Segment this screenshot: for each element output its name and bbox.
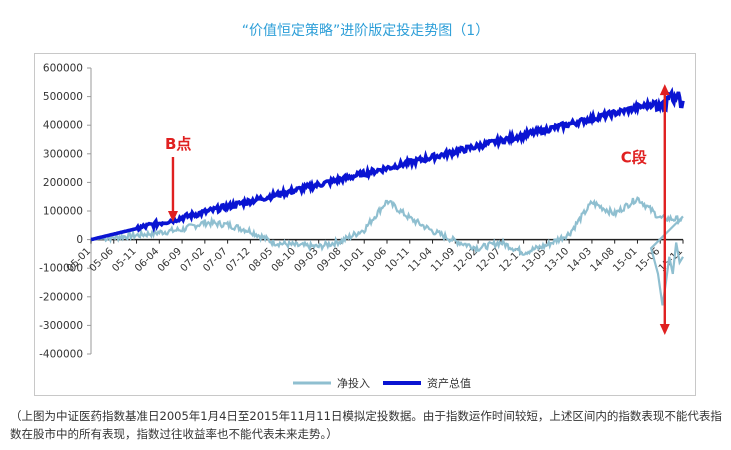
x-tick-label: 05-11 (110, 246, 138, 274)
y-tick-label: -100000 (39, 263, 83, 275)
x-tick-label: 08-05 (247, 246, 275, 274)
x-tick-label: 14-03 (566, 246, 594, 274)
y-tick-label: 600000 (43, 63, 83, 75)
y-tick-label: 0 (76, 234, 83, 246)
chart-title: “价值恒定策略”进阶版定投走势图（1） (241, 23, 490, 39)
x-tick-label: 07-12 (224, 246, 252, 274)
chart-frame: 600000 500000 400000 300000 200000 100000 0 -10… (34, 53, 696, 396)
x-tick-label: 13-10 (543, 246, 571, 274)
y-tick-label: 500000 (43, 91, 83, 103)
annotation-c-arrow-head-up (659, 84, 670, 96)
chart-caption: （上图为中证医药指数基准日2005年1月4日至2015年11月11日模拟定投数据… (10, 409, 722, 441)
annotation-c-arrow-head-down (659, 323, 670, 335)
x-tick-label: 15-06 (634, 246, 662, 274)
x-tick-label: 06-09 (156, 246, 184, 274)
annotation-b-arrow-head (167, 211, 178, 223)
x-tick-label: 08-10 (270, 246, 298, 274)
x-tick-label: 09-08 (315, 246, 343, 274)
x-tick-label: 09-03 (292, 246, 320, 274)
x-tick-label: 07-07 (201, 246, 229, 274)
chart-svg: 600000 500000 400000 300000 200000 100000 0 -10… (39, 63, 685, 391)
y-tick-label: 400000 (43, 120, 83, 132)
x-tick-label: 14-08 (588, 246, 616, 274)
y-tick-label: 200000 (43, 177, 83, 189)
y-tick-label: 300000 (43, 148, 83, 160)
x-tick-label: 10-01 (338, 246, 366, 274)
annotation-c-label: C段 (621, 148, 647, 166)
y-tick-label: -200000 (39, 291, 83, 303)
series-total-assets-line (90, 86, 685, 242)
annotation-b-label: B点 (165, 135, 191, 153)
y-tick-label: -400000 (39, 349, 83, 361)
y-tick-label: 100000 (43, 206, 83, 218)
legend-label-net-investment: 净投入 (337, 376, 370, 390)
x-tick-label: 06-04 (133, 246, 161, 274)
x-tick-label: 11-04 (406, 246, 434, 274)
x-tick-label: 05-06 (88, 246, 116, 274)
series-net-investment-line (90, 196, 684, 306)
x-tick-label: 11-09 (429, 246, 457, 274)
x-tick-label: 15-01 (611, 246, 639, 274)
x-tick-label: 10-11 (384, 246, 412, 274)
y-tick-label: -300000 (39, 320, 83, 332)
legend-label-total-assets: 资产总值 (427, 376, 471, 390)
x-tick-label: 07-02 (179, 246, 207, 274)
x-tick-label: 10-06 (361, 246, 389, 274)
